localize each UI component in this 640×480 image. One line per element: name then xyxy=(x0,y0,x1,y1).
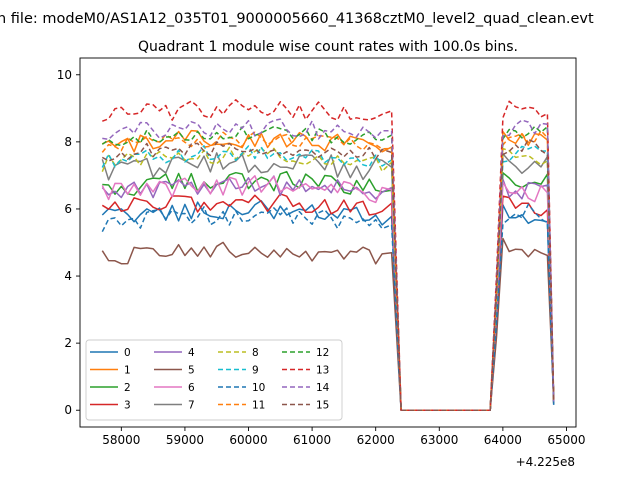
series-line-15 xyxy=(101,138,555,411)
legend-label-12: 12 xyxy=(316,347,329,359)
x-tick-label: 60000 xyxy=(229,433,267,447)
y-tick-label: 4 xyxy=(64,269,72,283)
x-tick-label: 58000 xyxy=(102,433,140,447)
y-tick-label: 6 xyxy=(64,202,72,216)
legend-label-11: 11 xyxy=(252,400,265,412)
legend-label-1: 1 xyxy=(124,365,131,377)
chart-title: Quadrant 1 module wise count rates with … xyxy=(138,39,518,55)
y-axis: 0 2 4 6 8 10 xyxy=(57,68,80,417)
axes-frame xyxy=(79,57,577,428)
legend-label-9: 9 xyxy=(252,365,259,377)
x-tick-label: 63000 xyxy=(420,433,458,447)
figure-suptitle: n file: modeM0/AS1A12_035T01_9000005660_… xyxy=(0,11,594,27)
x-tick-label: 59000 xyxy=(166,433,204,447)
legend-label-8: 8 xyxy=(252,347,259,359)
y-tick-label: 10 xyxy=(57,68,72,82)
legend-label-4: 4 xyxy=(188,347,195,359)
y-tick-label: 8 xyxy=(64,135,72,149)
legend-label-15: 15 xyxy=(316,400,329,412)
y-tick-label: 0 xyxy=(64,403,72,417)
x-tick-label: 64000 xyxy=(484,433,522,447)
y-tick-label: 2 xyxy=(64,336,72,350)
legend-label-3: 3 xyxy=(124,400,131,412)
legend-label-6: 6 xyxy=(188,382,195,394)
x-axis: 58000 59000 60000 61000 62000 63000 64000 65000 xyxy=(102,427,586,447)
legend-label-5: 5 xyxy=(188,365,195,377)
plot-area xyxy=(101,99,555,411)
legend-label-0: 0 xyxy=(124,347,131,359)
series-line-12 xyxy=(101,125,555,411)
series-line-5 xyxy=(101,237,555,411)
legend-label-14: 14 xyxy=(316,382,330,394)
x-tick-label: 61000 xyxy=(293,433,331,447)
x-tick-label: 62000 xyxy=(357,433,395,447)
legend-label-2: 2 xyxy=(124,382,131,394)
legend-label-7: 7 xyxy=(188,400,195,412)
series-line-13 xyxy=(102,99,555,411)
legend-label-10: 10 xyxy=(252,382,265,394)
legend-label-13: 13 xyxy=(316,365,329,377)
legend-box xyxy=(85,339,343,421)
x-axis-offset-label: +4.225e8 xyxy=(516,455,575,469)
x-tick-label: 65000 xyxy=(547,433,585,447)
